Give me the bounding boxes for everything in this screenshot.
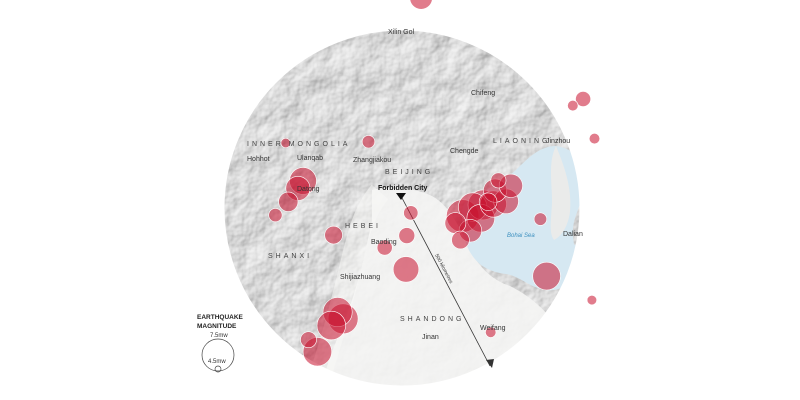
earthquake-marker <box>567 99 579 112</box>
legend-title-line2: MAGNITUDE <box>197 323 237 330</box>
city-label-chengde: Chengde <box>450 148 479 155</box>
earthquake-marker <box>409 0 433 10</box>
city-label-chifeng: Chifeng <box>471 90 495 97</box>
city-label-jinzhou: Jinzhou <box>546 138 570 145</box>
earthquake-marker <box>324 225 343 245</box>
magnitude-legend: EARTHQUAKE MAGNITUDE 7.5mw 4.5mw <box>197 314 244 373</box>
city-label-jinan: Jinan <box>422 334 439 341</box>
distance-line <box>400 195 491 367</box>
earthquake-marker <box>316 310 346 341</box>
distance-line-arrowhead <box>486 359 494 368</box>
earthquake-marker <box>451 230 470 250</box>
city-label-weifang: Weifang <box>480 325 506 332</box>
earthquake-marker <box>376 239 393 256</box>
legend-large-circle <box>201 338 235 372</box>
region-label-shandong: SHANDONG <box>400 316 464 323</box>
region-label-hebei: HEBEI <box>345 223 381 230</box>
legend-title-line1: EARTHQUAKE <box>197 314 244 321</box>
region-label-inner-mongolia: INNER MONGOLIA <box>247 141 350 148</box>
city-label-datong: Datong <box>297 186 320 193</box>
earthquake-marker <box>361 135 376 149</box>
earthquake-marker <box>280 137 291 149</box>
earthquake-marker <box>398 227 416 244</box>
city-label-xilin-gol: Xilin Gol <box>388 29 415 36</box>
city-label-shijiazhuang: Shijiazhuang <box>340 274 380 281</box>
earthquake-layer <box>268 0 601 367</box>
city-label-ulanqab: Ulanqab <box>297 155 323 162</box>
forbidden-city-marker <box>396 193 406 200</box>
region-label-beijing: BEIJING <box>385 169 433 176</box>
earthquake-marker <box>575 91 591 107</box>
city-label-dalian: Dalian <box>563 231 583 238</box>
region-label-shanxi: SHANXI <box>268 253 312 260</box>
city-label-zhangjiakou: Zhangjiakou <box>353 157 391 164</box>
earthquake-marker <box>392 256 420 283</box>
liaodong-peninsula <box>550 146 571 240</box>
legend-small-circle <box>214 365 222 373</box>
landmark-label-forbidden-city: Forbidden City <box>378 185 427 192</box>
earthquake-marker <box>478 192 498 212</box>
earthquake-marker <box>485 326 497 338</box>
earthquake-marker <box>278 191 299 212</box>
city-label-baoding: Baoding <box>371 239 397 246</box>
legend-large-label: 7.5mw <box>210 333 228 339</box>
earthquake-marker <box>403 205 419 221</box>
yellow-sea-edge <box>560 244 580 300</box>
map-disc-outline <box>223 29 581 387</box>
earthquake-marker <box>586 295 598 306</box>
earthquake-marker <box>533 212 548 226</box>
earthquake-marker <box>300 331 317 349</box>
earthquake-marker <box>444 212 467 234</box>
region-label-liaoning: LIAONING <box>493 138 550 145</box>
earthquake-marker <box>268 208 283 223</box>
earthquake-marker <box>490 172 507 189</box>
earthquake-marker <box>588 133 601 145</box>
earthquake-marker <box>532 261 561 291</box>
sea-label-bohai: Bohai Sea <box>507 233 535 239</box>
north-china-plain <box>320 187 580 386</box>
city-label-hohhot: Hohhot <box>247 156 270 163</box>
legend-small-label: 4.5mw <box>208 359 226 365</box>
